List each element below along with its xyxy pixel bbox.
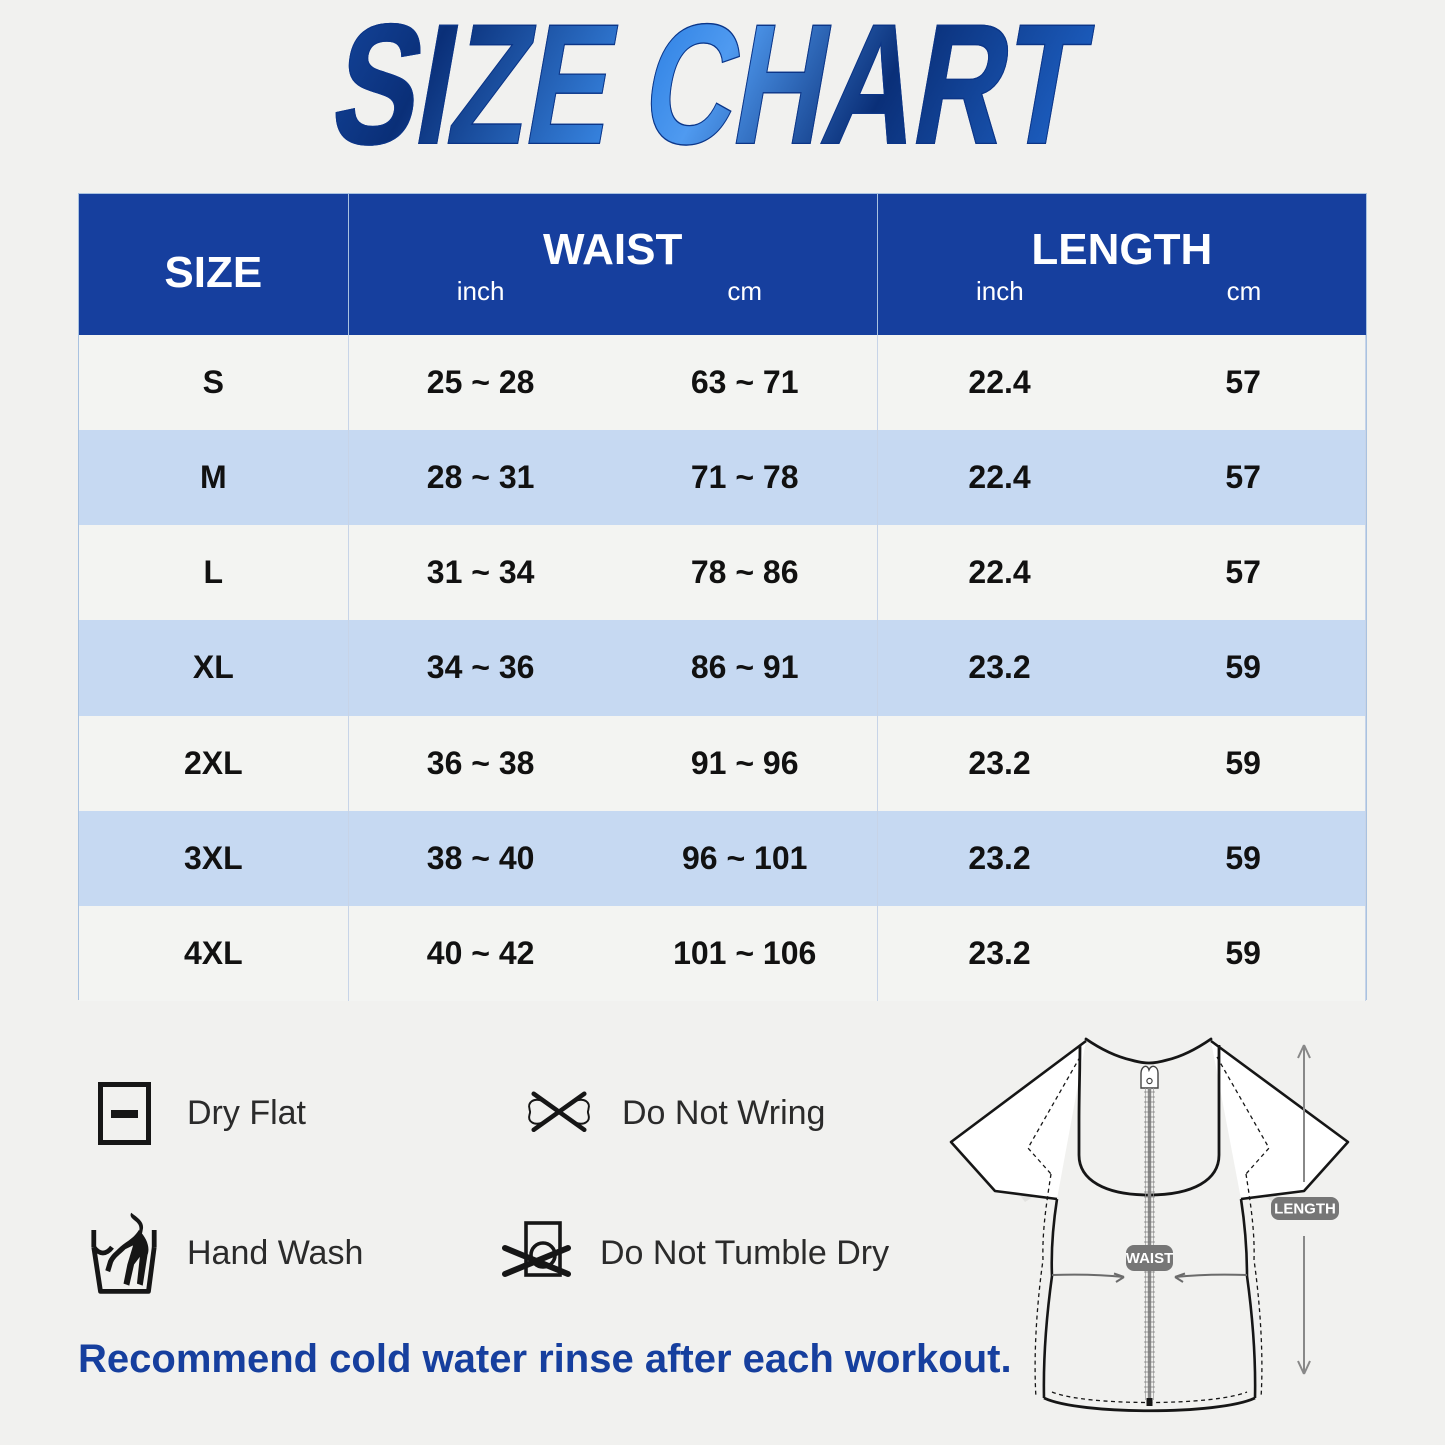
svg-text:WAIST: WAIST (1126, 1250, 1174, 1267)
svg-text:LENGTH: LENGTH (1274, 1201, 1336, 1218)
